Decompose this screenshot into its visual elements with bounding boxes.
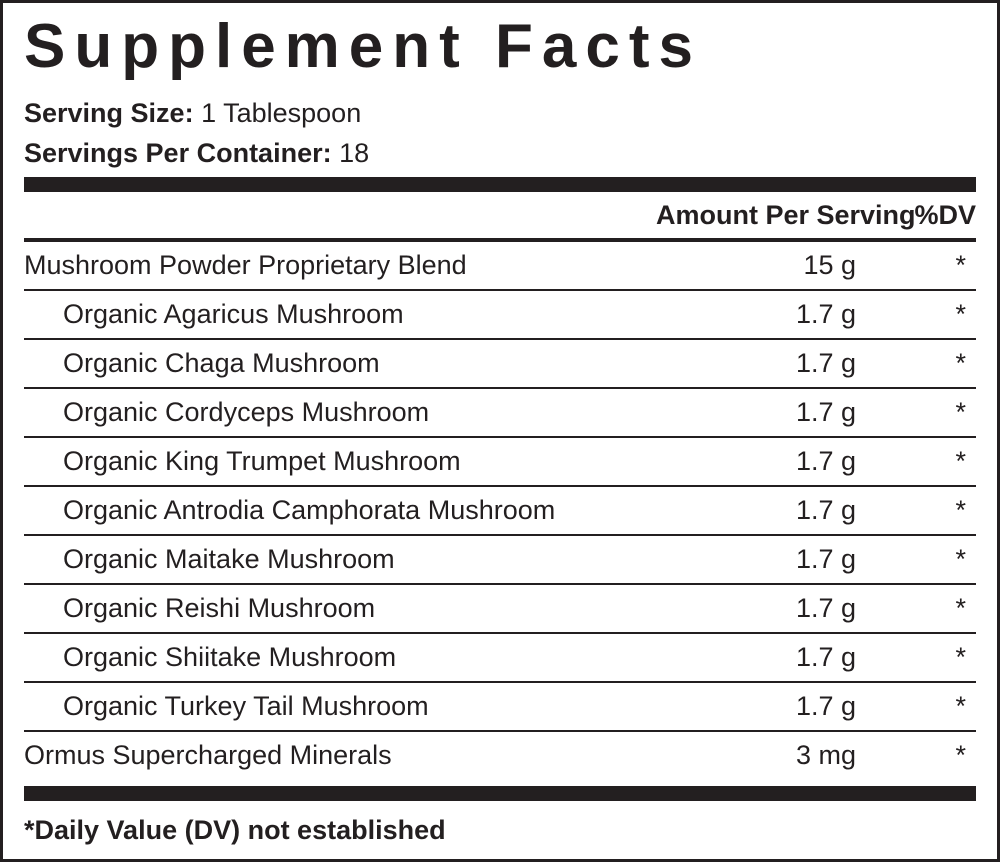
title: Supplement Facts — [24, 12, 702, 81]
ingredient-dv: * — [955, 299, 966, 329]
ingredient-amount: 1.7 g — [795, 299, 856, 329]
sub-ingredient-row: Organic Cordyceps Mushroom 1.7 g * — [24, 389, 976, 438]
sub-ingredient-row: Organic Antrodia Camphorata Mushroom 1.7 … — [24, 487, 976, 536]
footnote: *Daily Value (DV) not established — [24, 815, 446, 845]
ingredient-name: Organic Reishi Mushroom — [63, 593, 376, 623]
serving-size-label: Serving Size: — [24, 98, 194, 128]
ingredient-name: Organic Agaricus Mushroom — [63, 299, 404, 329]
ingredient-row: Ormus Supercharged Minerals 3 mg * — [24, 732, 976, 779]
ingredient-dv: * — [955, 544, 966, 574]
sub-ingredient-row: Organic Turkey Tail Mushroom 1.7 g * — [24, 683, 976, 732]
header-amount: Amount Per Serving — [656, 199, 916, 230]
ingredient-dv: * — [955, 397, 966, 427]
ingredient-name: Organic Shiitake Mushroom — [63, 642, 397, 672]
ingredient-amount: 1.7 g — [795, 348, 856, 378]
ingredient-amount: 3 mg — [795, 740, 856, 770]
serving-size: Serving Size: 1 Tablespoon — [24, 93, 976, 133]
ingredient-amount: 1.7 g — [795, 446, 856, 476]
facts-table: Amount Per Serving %DV Mushroom Powder P… — [24, 192, 976, 779]
ingredient-dv: * — [955, 593, 966, 623]
ingredient-amount: 1.7 g — [795, 495, 856, 525]
ingredient-name: Ormus Supercharged Minerals — [24, 740, 392, 770]
ingredient-name: Organic King Trumpet Mushroom — [63, 446, 461, 476]
ingredient-dv: * — [955, 348, 966, 378]
ingredient-amount: 1.7 g — [795, 544, 856, 574]
ingredient-dv: * — [955, 446, 966, 476]
ingredient-amount: 1.7 g — [795, 691, 856, 721]
ingredient-name: Mushroom Powder Proprietary Blend — [24, 250, 467, 280]
ingredient-name: Organic Turkey Tail Mushroom — [63, 691, 429, 721]
ingredient-row: Mushroom Powder Proprietary Blend 15 g * — [24, 242, 976, 291]
sub-ingredient-row: Organic King Trumpet Mushroom 1.7 g * — [24, 438, 976, 487]
sub-ingredient-row: Organic Maitake Mushroom 1.7 g * — [24, 536, 976, 585]
header-dv: %DV — [914, 199, 976, 230]
ingredient-amount: 1.7 g — [795, 593, 856, 623]
ingredient-amount: 1.7 g — [795, 642, 856, 672]
ingredient-name: Organic Chaga Mushroom — [63, 348, 380, 378]
ingredient-dv: * — [955, 495, 966, 525]
ingredient-amount: 15 g — [803, 250, 856, 280]
divider-bar — [24, 786, 976, 801]
ingredient-amount: 1.7 g — [795, 397, 856, 427]
divider-bar — [24, 177, 976, 192]
sub-ingredient-row: Organic Agaricus Mushroom 1.7 g * — [24, 291, 976, 340]
sub-ingredient-row: Organic Chaga Mushroom 1.7 g * — [24, 340, 976, 389]
servings-value: 18 — [339, 138, 370, 168]
sub-ingredient-row: Organic Reishi Mushroom 1.7 g * — [24, 585, 976, 634]
ingredient-dv: * — [955, 691, 966, 721]
header-row: Amount Per Serving %DV — [24, 192, 976, 242]
ingredient-name: Organic Cordyceps Mushroom — [63, 397, 430, 427]
ingredient-name: Organic Maitake Mushroom — [63, 544, 395, 574]
ingredient-name: Organic Antrodia Camphorata Mushroom — [63, 495, 556, 525]
ingredient-dv: * — [955, 740, 966, 770]
ingredient-dv: * — [955, 642, 966, 672]
servings-per-container: Servings Per Container: 18 — [24, 133, 976, 173]
serving-size-value: 1 Tablespoon — [201, 98, 362, 128]
sub-ingredient-row: Organic Shiitake Mushroom 1.7 g * — [24, 634, 976, 683]
ingredient-dv: * — [955, 250, 966, 280]
servings-label: Servings Per Container: — [24, 138, 332, 168]
